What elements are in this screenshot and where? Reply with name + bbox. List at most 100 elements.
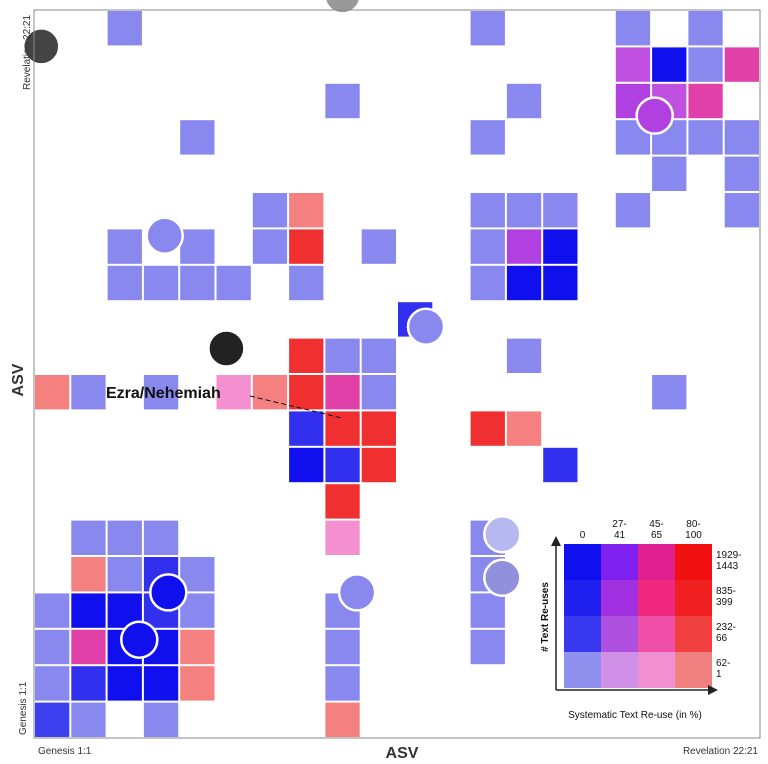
heatmap-cell-27 <box>325 629 360 665</box>
highlight-marker-3 <box>635 96 674 135</box>
heatmap-cell-31 <box>470 593 505 628</box>
heatmap-cell-52 <box>289 338 324 373</box>
highlight-marker-8 <box>207 329 246 368</box>
legend-cells <box>564 544 712 688</box>
heatmap-cell-30 <box>470 629 505 665</box>
heatmap-cell-9 <box>71 629 106 665</box>
heatmap-cell-99 <box>506 83 542 119</box>
heatmap-cell-68 <box>361 229 396 264</box>
heatmap-cell-75 <box>470 193 505 228</box>
heatmap-cell-36 <box>543 447 578 483</box>
heatmap-cell-87 <box>688 83 723 119</box>
legend-y-category-3: 62-1 <box>716 658 730 680</box>
legend-x-category-1: 27-41 <box>612 519 626 541</box>
heatmap-cell-55 <box>506 338 542 373</box>
legend-cell-2-2 <box>638 616 675 652</box>
heatmap-cell-78 <box>615 193 651 228</box>
heatmap-cell-72 <box>470 229 505 264</box>
legend-y-category-2: 232-66 <box>716 622 736 644</box>
heatmap-cell-67 <box>252 193 288 228</box>
legend-cell-3-3 <box>675 652 712 688</box>
heatmap-cell-60 <box>216 265 251 301</box>
heatmap-cell-42 <box>289 375 324 410</box>
legend-cell-1-0 <box>564 580 601 616</box>
y-end-label: Revelation 22:21 <box>22 15 33 90</box>
heatmap-cell-2 <box>143 702 179 737</box>
legend-x-categories: 0 27-41 45-65 80-100 <box>580 519 703 541</box>
heatmap-cell-12 <box>180 629 215 665</box>
heatmap-cell-43 <box>325 375 360 410</box>
heatmap-cell-89 <box>652 47 687 82</box>
heatmap-cell-35 <box>506 411 542 446</box>
legend-x-title: Systematic Text Re-use (in %) <box>568 710 702 721</box>
heatmap-cell-37 <box>35 375 70 410</box>
heatmap-cell-13 <box>35 593 70 628</box>
highlight-marker-5 <box>337 573 377 612</box>
heatmap-cell-100 <box>724 120 759 155</box>
heatmap-cell-44 <box>361 375 396 410</box>
legend-cell-0-2 <box>638 544 675 580</box>
heatmap-cell-1 <box>71 702 106 737</box>
heatmap-cell-94 <box>470 11 505 46</box>
heatmap-cell-22 <box>71 520 106 555</box>
heatmap-cell-59 <box>180 265 215 301</box>
heatmap-cell-45 <box>289 411 324 446</box>
x-end-label: Revelation 22:21 <box>683 746 758 757</box>
heatmap-cell-80 <box>470 120 505 155</box>
highlight-marker-10 <box>22 27 61 66</box>
legend-x-arrowhead <box>708 685 718 695</box>
heatmap-cell-54 <box>361 338 396 373</box>
legend-cell-0-0 <box>564 544 601 580</box>
heatmap-cell-63 <box>252 229 288 264</box>
legend-y-categories: 1929-1443 835-399 232-66 62-1 <box>716 550 742 680</box>
heatmap-cell-95 <box>107 11 142 46</box>
heatmap-cell-49 <box>325 447 360 483</box>
legend: 0 27-41 45-65 80-100 1929-1443 835-399 232-66… <box>540 519 742 721</box>
heatmap-cell-66 <box>289 193 324 228</box>
heatmap-cell-0 <box>35 702 70 737</box>
heatmap-cell-7 <box>180 666 215 701</box>
legend-cell-1-2 <box>638 580 675 616</box>
heatmap-cell-76 <box>506 193 542 228</box>
annotation-label: Ezra/Nehemiah <box>106 385 221 402</box>
heatmap-cell-93 <box>325 83 360 119</box>
heatmap-cell-88 <box>615 47 651 82</box>
heatmap-cell-62 <box>180 229 215 264</box>
heatmap-cell-92 <box>688 11 723 46</box>
legend-cell-0-1 <box>601 544 638 580</box>
legend-cell-2-0 <box>564 616 601 652</box>
x-start-label: Genesis 1:1 <box>38 746 92 757</box>
legend-cell-1-3 <box>675 580 712 616</box>
heatmap-cell-29 <box>325 520 360 555</box>
highlight-marker-7 <box>483 558 522 598</box>
heatmap-cell-64 <box>289 265 324 301</box>
heatmap-cell-41 <box>252 375 288 410</box>
heatmap-cell-70 <box>506 265 542 301</box>
heatmap-cell-51 <box>325 484 360 519</box>
heatmap-cell-84 <box>688 120 723 155</box>
heatmap-cell-71 <box>543 265 578 301</box>
plot-frame <box>33 9 761 739</box>
heatmap-cell-23 <box>107 520 142 555</box>
heatmap-cell-26 <box>325 666 360 701</box>
heatmap-cell-50 <box>361 447 396 483</box>
heatmap-cell-40 <box>216 375 251 410</box>
heatmap-cell-58 <box>143 265 179 301</box>
heatmap-cell-38 <box>71 375 106 410</box>
heatmap-cell-8 <box>35 629 70 665</box>
heatmap-cell-47 <box>361 411 396 446</box>
heatmap-cell-61 <box>107 229 142 264</box>
heatmap-cell-79 <box>724 193 759 228</box>
heatmap-cell-48 <box>289 447 324 483</box>
y-axis-title: ASV <box>10 363 27 396</box>
legend-cell-3-1 <box>601 652 638 688</box>
legend-x-category-3: 80-100 <box>685 519 702 541</box>
heatmap-cell-73 <box>506 229 542 264</box>
heatmap-cells <box>35 11 759 737</box>
heatmap-cell-46 <box>325 411 360 446</box>
legend-cell-3-0 <box>564 652 601 688</box>
legend-y-arrowhead <box>551 536 561 546</box>
heatmap-cell-97 <box>652 156 687 191</box>
heatmap-cell-81 <box>180 120 215 155</box>
